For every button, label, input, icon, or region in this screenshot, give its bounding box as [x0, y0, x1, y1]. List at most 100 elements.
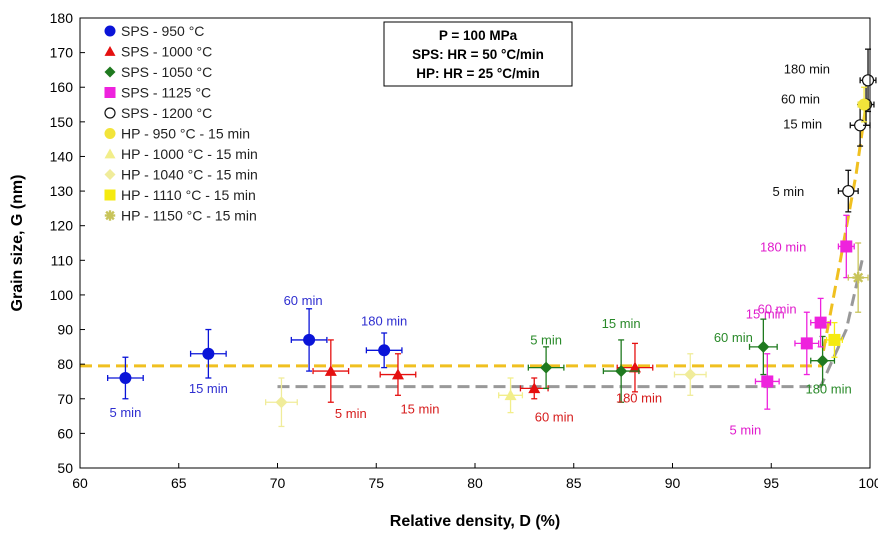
point-label: 60 min — [758, 302, 797, 317]
point-label: 5 min — [110, 405, 142, 420]
legend-marker — [104, 189, 116, 201]
axes: 60 65 70 75 80 85 90 95 100506070809010011012013… — [50, 10, 878, 491]
series-1 — [312, 339, 654, 403]
data-point — [275, 396, 288, 409]
legend-marker — [104, 25, 116, 37]
data-point — [378, 344, 391, 357]
data-series — [107, 48, 877, 428]
y-tick-label: 70 — [57, 391, 73, 407]
legend-marker — [104, 107, 116, 119]
point-labels: 5 min 15 min 60 min 180 min 5 min 15 min 60 mi… — [110, 61, 852, 437]
legend-marker — [104, 128, 116, 139]
legend-item: HP - 1000 °C - 15 min — [104, 146, 258, 162]
data-point — [528, 382, 541, 394]
trend-lines — [80, 104, 868, 389]
y-tick-label: 100 — [50, 287, 74, 303]
x-axis-label: Relative density, D (%) — [390, 513, 560, 530]
data-point — [119, 372, 132, 384]
y-tick-label: 80 — [57, 356, 73, 372]
y-tick-label: 150 — [50, 114, 74, 130]
data-point — [757, 340, 770, 353]
x-tick-label: 90 — [665, 475, 681, 491]
data-point — [628, 361, 641, 373]
x-tick-label: 95 — [763, 475, 779, 491]
point-label: 15 min — [400, 402, 439, 417]
legend-marker — [104, 87, 116, 98]
series-2 — [527, 318, 836, 403]
legend-label: HP - 1110 °C - 15 min — [121, 187, 256, 203]
legend-marker — [104, 148, 116, 159]
data-point — [840, 240, 853, 253]
info-box: P = 100 MPa SPS: HR = 50 °C/min HP: HR =… — [383, 21, 573, 87]
y-tick-label: 60 — [57, 425, 73, 441]
data-point — [814, 316, 827, 329]
point-label: 180 min — [805, 382, 851, 397]
series-5 — [857, 86, 871, 123]
data-point — [202, 347, 215, 360]
legend-item: SPS - 1200 °C — [104, 105, 212, 121]
x-tick-label: 85 — [566, 475, 582, 491]
y-axis-label: Grain size, G (nm) — [9, 175, 26, 312]
point-label: 5 min — [730, 422, 762, 437]
x-tick-label: 60 — [72, 475, 88, 491]
legend-item: SPS - 950 °C — [104, 23, 204, 39]
x-tick-label: 65 — [171, 475, 187, 491]
legend-marker — [104, 66, 116, 78]
data-point — [842, 184, 855, 198]
point-label: 60 min — [284, 293, 323, 308]
series-8 — [825, 321, 843, 358]
series-0 — [107, 308, 403, 400]
legend-marker — [104, 169, 116, 180]
y-tick-label: 160 — [50, 79, 74, 95]
y-tick-label: 90 — [57, 322, 73, 338]
legend-label: SPS - 1125 °C — [121, 85, 211, 101]
point-label: 60 min — [714, 330, 753, 345]
y-tick-label: 120 — [50, 218, 74, 234]
point-label: 15 min — [602, 316, 641, 331]
y-tick-label: 140 — [50, 148, 74, 164]
legend-label: SPS - 1000 °C — [121, 44, 212, 60]
series-6 — [498, 377, 524, 414]
legend-marker — [104, 46, 116, 56]
legend-label: HP - 1000 °C - 15 min — [121, 146, 258, 162]
data-point — [324, 365, 337, 376]
data-point — [761, 375, 774, 388]
series-9 — [847, 242, 869, 313]
info-sps-heating-rate: SPS: HR = 50 °C/min — [412, 47, 544, 62]
legend: SPS - 950 °C SPS - 1000 °C SPS - 1050 °C SP… — [104, 23, 258, 224]
data-point — [615, 365, 628, 378]
error-bar — [264, 377, 298, 428]
legend-label: SPS - 1200 °C — [121, 105, 212, 121]
legend-item: SPS - 1050 °C — [104, 64, 212, 80]
point-label: 180 min — [784, 61, 830, 76]
legend-item: SPS - 1125 °C — [104, 85, 211, 101]
data-point — [828, 333, 841, 346]
x-tick-label: 75 — [368, 475, 384, 491]
legend-marker — [104, 210, 116, 221]
legend-item: HP - 950 °C - 15 min — [104, 126, 250, 142]
trend-line-0 — [80, 104, 868, 368]
point-label: 60 min — [535, 409, 574, 424]
legend-label: SPS - 1050 °C — [121, 64, 212, 80]
info-hp-heating-rate: HP: HR = 25 °C/min — [416, 66, 540, 81]
error-bar — [837, 169, 859, 213]
data-point — [540, 361, 553, 374]
x-tick-label: 80 — [467, 475, 483, 491]
data-point — [861, 74, 875, 87]
legend-item: HP - 1150 °C - 15 min — [104, 208, 257, 224]
legend-label: HP - 950 °C - 15 min — [121, 126, 250, 142]
data-point — [504, 389, 517, 401]
y-tick-label: 110 — [51, 252, 74, 268]
legend-label: HP - 1040 °C - 15 min — [121, 167, 258, 183]
series-7 — [264, 353, 707, 428]
series-3 — [754, 214, 855, 410]
info-pressure: P = 100 MPa — [439, 28, 518, 43]
point-label: 180 min — [616, 391, 662, 406]
data-point — [858, 98, 871, 111]
y-tick-label: 180 — [50, 10, 74, 26]
point-label: 5 min — [772, 184, 804, 199]
point-label: 180 min — [760, 239, 806, 254]
x-tick-label: 100 — [858, 475, 878, 491]
y-tick-label: 130 — [50, 183, 74, 199]
